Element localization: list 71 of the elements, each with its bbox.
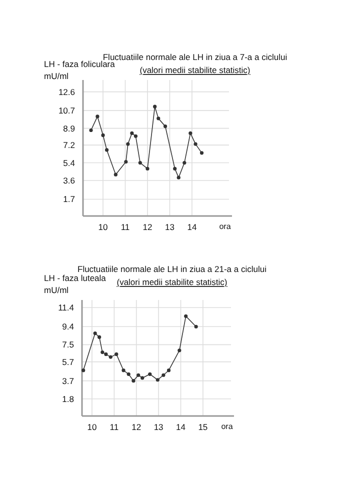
x-tick-label: 14 (176, 422, 186, 432)
point (188, 131, 192, 136)
point (93, 331, 97, 336)
point (146, 166, 150, 170)
y-tick-label: 8.9 (63, 123, 76, 134)
y-axis-title: LH - faza foliculara mU/ml (44, 59, 116, 81)
point (200, 151, 204, 155)
point (101, 133, 105, 137)
point (114, 172, 118, 176)
x-tick-label: 12 (132, 422, 142, 432)
point (138, 160, 142, 165)
point (148, 372, 152, 376)
x-tick-label: 14 (187, 222, 197, 232)
point (114, 352, 118, 356)
y-tick-label: 5.7 (62, 356, 74, 367)
x-tick-label: 15 (198, 422, 208, 432)
y-tick-label: 10.7 (58, 106, 76, 116)
point (182, 160, 186, 165)
x-tick-label: 11 (110, 422, 119, 432)
x-tick-label: 11 (120, 222, 130, 232)
point (124, 160, 128, 164)
point (140, 376, 144, 380)
x-tick-label: 13 (164, 222, 175, 232)
y-tick-label: 9.4 (62, 322, 74, 332)
point (89, 128, 93, 132)
x-axis-title: ora (221, 422, 234, 431)
x-tick-label: 10 (98, 222, 108, 232)
point (194, 324, 198, 328)
point (173, 166, 177, 170)
point (108, 355, 112, 359)
point (156, 378, 160, 382)
chart-title: Fluctuatiile normale ale LH in ziua a 21-a a ciclului (78, 264, 267, 274)
x-axis-title: ora (219, 222, 232, 231)
point (136, 373, 140, 377)
y-tick-label: 3.7 (62, 376, 74, 386)
y-tick-label: 11.4 (58, 302, 74, 313)
x-tick-label: 13 (154, 422, 164, 432)
point (153, 104, 157, 108)
point (194, 142, 198, 146)
y-tick-label: 3.6 (63, 176, 76, 186)
point (126, 142, 130, 146)
chart-subtitle: (valori medii stabilite statistic) (116, 277, 228, 287)
chart-subtitle: (valori medii stabilite statistic) (140, 65, 250, 75)
point (96, 114, 100, 118)
y-tick-label: 7.5 (62, 340, 74, 350)
point (98, 335, 102, 339)
y-tick-label: 5.4 (63, 158, 76, 168)
point (162, 373, 166, 377)
point (166, 368, 171, 372)
point (134, 134, 138, 138)
y-tick-label: 1.8 (62, 394, 74, 404)
point (184, 314, 188, 318)
x-tick-label: 12 (142, 222, 152, 232)
point (156, 116, 160, 120)
point (104, 148, 109, 152)
point (132, 379, 136, 383)
point (178, 348, 182, 352)
chart-title: Fluctuatiile normale ale LH in ziua a 7-a a ciclului (102, 52, 288, 62)
y-tick-label: 12.6 (58, 86, 76, 97)
point (130, 131, 134, 136)
y-axis-title: LH - faza luteala mU/ml (44, 273, 106, 295)
point (126, 372, 130, 376)
point (82, 368, 86, 372)
y-tick-label: 1.7 (63, 194, 76, 204)
point (104, 352, 108, 356)
y-tick-label: 7.2 (63, 140, 76, 150)
point (176, 176, 180, 180)
point (122, 368, 126, 372)
point (100, 350, 104, 354)
x-tick-label: 10 (87, 422, 97, 432)
point (163, 124, 168, 128)
